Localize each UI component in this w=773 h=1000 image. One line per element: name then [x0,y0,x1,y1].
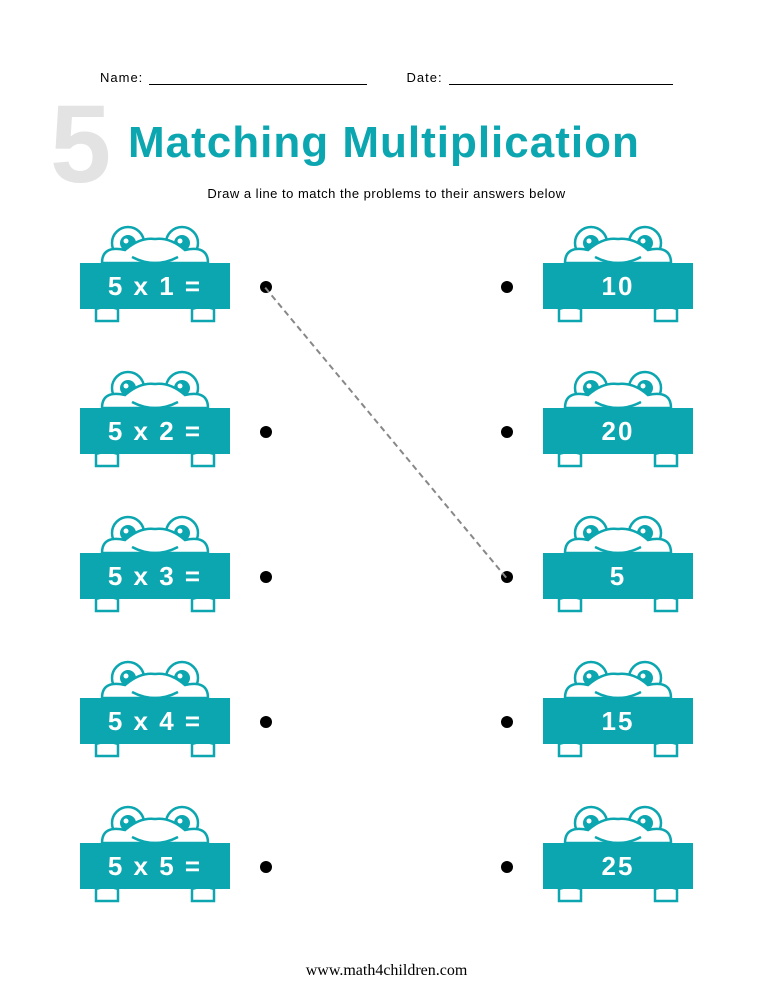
answer-card: 5 [543,515,693,615]
match-dot-left[interactable] [260,571,272,583]
instruction-text: Draw a line to match the problems to the… [0,186,773,201]
match-dot-left[interactable] [260,426,272,438]
answer-value: 20 [543,408,693,454]
problem-expression: 5 x 1 = [80,263,230,309]
match-row: 5 x 5 = 25 [80,805,693,915]
answer-value: 10 [543,263,693,309]
match-dot-left[interactable] [260,716,272,728]
problem-card: 5 x 3 = [80,515,230,615]
answer-card: 10 [543,225,693,325]
answer-value: 5 [543,553,693,599]
answer-value: 25 [543,843,693,889]
date-line [449,71,673,85]
problem-card: 5 x 1 = [80,225,230,325]
name-line [149,71,366,85]
worksheet-title: Matching Multiplication [128,118,640,168]
answer-value: 15 [543,698,693,744]
match-row: 5 x 4 = 15 [80,660,693,770]
answer-card: 15 [543,660,693,760]
header-fields: Name: Date: [0,0,773,85]
date-label: Date: [407,70,443,85]
problem-card: 5 x 4 = [80,660,230,760]
problem-expression: 5 x 4 = [80,698,230,744]
big-number: 5 [50,90,111,200]
answer-card: 25 [543,805,693,905]
answer-card: 20 [543,370,693,470]
match-dot-left[interactable] [260,861,272,873]
match-dot-right[interactable] [501,426,513,438]
match-row: 5 x 2 = 20 [80,370,693,480]
problem-expression: 5 x 3 = [80,553,230,599]
problem-card: 5 x 2 = [80,370,230,470]
match-dot-right[interactable] [501,281,513,293]
match-dot-right[interactable] [501,861,513,873]
problem-expression: 5 x 5 = [80,843,230,889]
match-row: 5 x 3 = 5 [80,515,693,625]
problem-expression: 5 x 2 = [80,408,230,454]
problem-card: 5 x 5 = [80,805,230,905]
date-field[interactable]: Date: [407,70,674,85]
match-row: 5 x 1 = 10 [80,225,693,335]
name-field[interactable]: Name: [100,70,367,85]
footer-url: www.math4children.com [0,962,773,980]
match-dot-right[interactable] [501,716,513,728]
